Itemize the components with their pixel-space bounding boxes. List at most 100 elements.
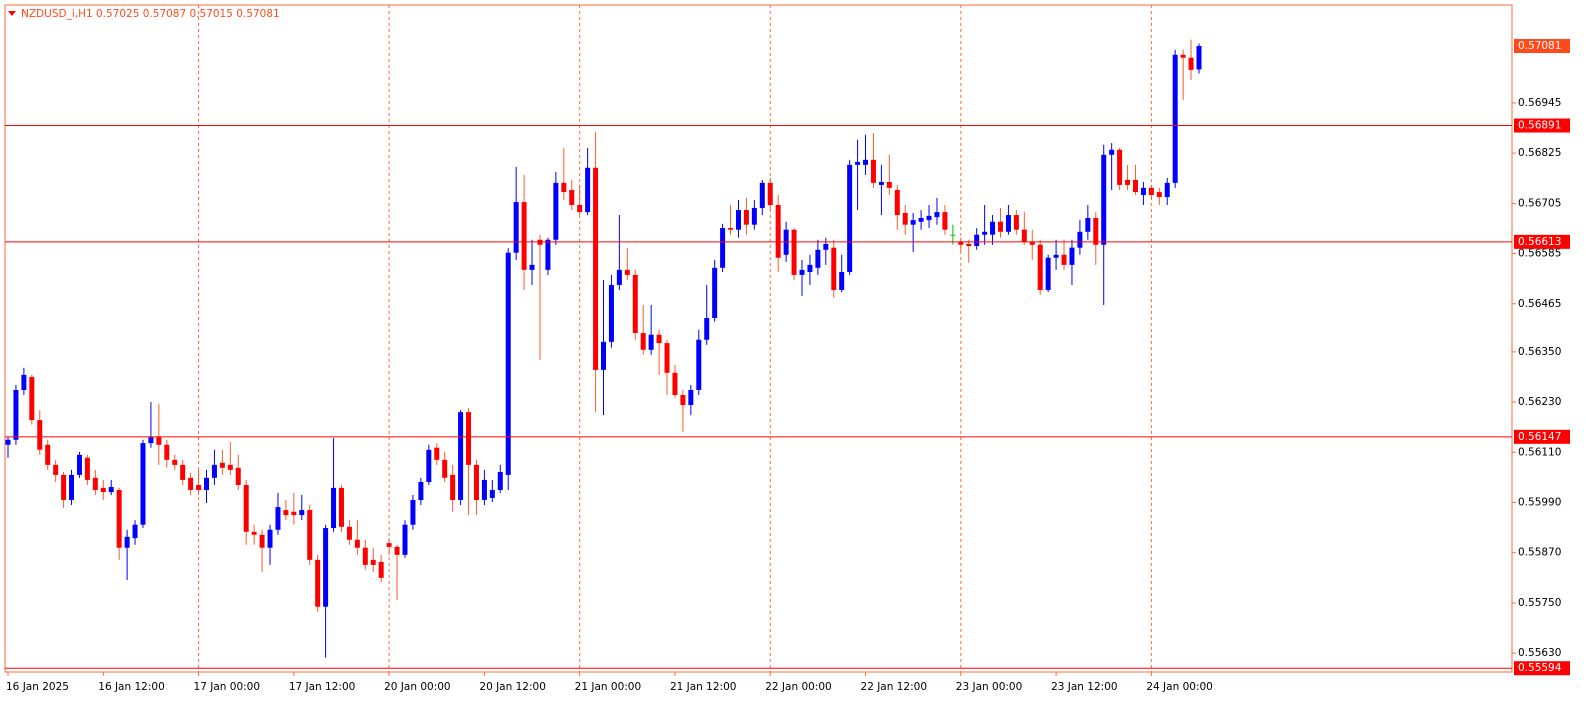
candle-body [751,207,757,225]
candle-body [807,264,813,272]
candle-body [926,215,932,221]
candle-body [235,467,241,485]
candle-body [601,341,606,370]
candle-body [53,464,59,475]
x-tick-label: 23 Jan 12:00 [1051,681,1117,693]
level-label: 0.55594 [1518,662,1562,674]
candle-body [934,212,940,218]
candle-body [553,182,559,240]
level-label: 0.56613 [1518,236,1561,248]
candle-body [672,372,678,395]
candle-body [323,528,329,607]
candle-body [164,444,170,460]
candle-body [815,249,821,268]
candle-body [450,474,456,501]
candle-body [585,167,591,213]
candle-body [21,374,27,390]
candle-body [656,334,662,344]
candle-body [378,561,384,578]
candle-body [966,243,972,247]
candle-body [442,459,448,478]
level-label: 0.56147 [1518,431,1561,443]
candle-body [243,484,249,532]
x-tick-label: 20 Jan 12:00 [479,681,545,693]
candle-body [362,547,368,565]
candle-body [878,182,884,185]
candle-body [569,189,575,206]
candle-body [616,269,622,285]
y-tick-label: 0.55870 [1518,547,1561,559]
candle-body [140,443,146,525]
candle-body [1132,179,1138,193]
candle-body [227,464,233,470]
candle-body [759,182,765,208]
candle-body [426,449,432,483]
candle-body [275,507,281,530]
candle-body [1085,217,1091,232]
x-tick-label: 22 Jan 12:00 [861,681,927,693]
candle-body [982,231,988,235]
candle-body [775,205,781,258]
candle-body [204,477,209,490]
candle-body [1164,182,1170,198]
candle-body [624,269,630,275]
level-label-box [1514,234,1570,249]
candle-body [648,334,654,350]
candle-body [974,234,980,247]
candle-body [283,510,289,516]
y-tick-label: 0.56110 [1518,446,1561,458]
candle-body [291,511,297,516]
candle-body [870,159,876,183]
candle-body [680,394,686,406]
candle-body [132,524,138,539]
candle-body [704,317,710,340]
candle-body [1077,231,1083,248]
price-label-box [1514,39,1570,54]
candle-body [743,210,749,225]
y-tick-label: 0.55990 [1518,497,1561,509]
candle-body [1109,149,1115,155]
candle-body [5,439,11,445]
candle-body [346,526,352,540]
candle-body [188,477,194,490]
x-tick-label: 17 Jan 00:00 [194,681,260,693]
y-tick-label: 0.56350 [1518,346,1561,358]
candle-body [76,454,82,475]
candle-body [354,539,360,548]
title-arrow [8,11,16,16]
candle-body [688,389,694,406]
candle-body [1172,54,1178,183]
candle-body [1188,57,1194,70]
candle-body [664,343,670,373]
candle-body [998,221,1003,232]
candle-body [799,269,805,275]
candle-body [894,189,900,216]
candle-body [1196,46,1202,70]
candle-body [481,479,487,501]
candle-body [418,482,424,501]
candle-body [839,271,845,290]
candle-body [521,202,527,270]
candle-body [1140,187,1146,195]
candle-body [735,210,741,230]
y-tick-label: 0.56585 [1518,248,1561,260]
candle-body [823,243,829,250]
candle-body [370,559,376,565]
candle-body [473,464,479,501]
candle-body [855,161,861,165]
candle-body [410,500,416,525]
candle-body [1013,215,1019,230]
candle-body [148,436,154,444]
y-tick-label: 0.56825 [1518,147,1561,159]
candle-body [791,229,797,275]
candle-body [219,462,225,468]
candle-body [767,182,773,206]
x-tick-label: 24 Jan 00:00 [1146,681,1212,693]
candle-body [1021,229,1027,242]
candle-body [497,471,503,490]
candle-body [37,420,43,450]
candle-body [886,182,892,188]
candle-body [251,531,257,535]
candle-body [172,459,178,465]
candle-body [434,447,440,460]
